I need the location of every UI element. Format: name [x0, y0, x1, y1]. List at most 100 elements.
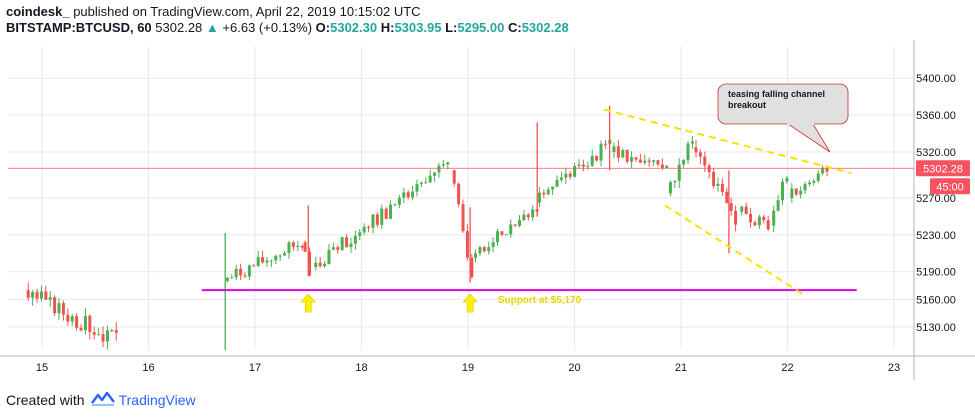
candle-body [581, 164, 585, 167]
candle-body [278, 255, 282, 257]
candle-body [105, 330, 109, 342]
candle-body [757, 216, 761, 226]
x-tick-label: 15 [36, 362, 48, 374]
candle-body [781, 181, 785, 201]
candle-body [790, 188, 794, 198]
candle-body [668, 182, 672, 194]
candle-body [66, 314, 70, 322]
low-value: 5295.00 [457, 20, 505, 35]
candle-body [318, 262, 322, 267]
candle-body [389, 204, 393, 219]
countdown-label: 45:00 [936, 181, 964, 193]
candle-body [799, 190, 803, 195]
candle-body [230, 277, 234, 279]
candle-body [546, 189, 550, 195]
candle-body [612, 146, 616, 152]
y-tick-label: 5320.00 [916, 147, 956, 159]
candle-body [776, 200, 780, 211]
candle-body [428, 175, 432, 183]
candle-body [568, 173, 572, 177]
candle-body [816, 173, 820, 181]
candle-body [287, 242, 291, 254]
chart-header: coindesk_ published on TradingView.com, … [6, 4, 966, 36]
high-label: H: [380, 20, 395, 35]
candle-body [590, 155, 594, 166]
candle-body [397, 197, 401, 205]
candle-body [252, 265, 256, 267]
y-tick-label: 5360.00 [916, 110, 956, 122]
candle-body [673, 180, 677, 183]
up-triangle-icon: ▲ [205, 20, 219, 35]
candle-body [296, 245, 300, 247]
candle-body [402, 192, 406, 198]
candle-body [239, 268, 243, 276]
candle-body [327, 249, 331, 264]
candle-body [573, 166, 577, 177]
candle-body [812, 180, 816, 183]
candle-body [500, 231, 504, 235]
publisher-name[interactable]: coindesk_ [6, 4, 70, 19]
support-label: Support at $5,170 [498, 295, 582, 306]
candle-body [616, 146, 620, 158]
close-label: C: [507, 20, 522, 35]
candle-body [336, 247, 340, 250]
candle-body [660, 164, 664, 169]
candle-body [707, 165, 711, 172]
candle-body [656, 160, 660, 165]
publish-line: coindesk_ published on TradingView.com, … [6, 4, 966, 20]
y-tick-label: 5190.00 [916, 267, 956, 279]
candle-body [686, 143, 690, 161]
candle-body [437, 165, 441, 173]
candle-body [762, 216, 766, 221]
candle-body [474, 253, 478, 258]
candle-body [225, 277, 229, 281]
candle-body [101, 334, 105, 342]
candle-body [367, 226, 371, 228]
candle-body [647, 160, 651, 162]
candle-body [274, 255, 278, 261]
callout-pointer [787, 123, 831, 153]
candle-body [340, 237, 344, 250]
candle-body [261, 257, 265, 263]
candle-body [256, 257, 260, 267]
x-tick-label: 16 [142, 362, 154, 374]
candle-body [380, 208, 384, 225]
candle-body [491, 242, 495, 248]
candle-body [634, 157, 638, 160]
candle-body [496, 231, 500, 243]
candle-body [734, 210, 738, 225]
candle-body [785, 178, 789, 182]
candle-body [690, 141, 694, 144]
candle-body [345, 237, 349, 248]
candles [26, 105, 829, 350]
callout-box [717, 83, 849, 125]
candle-body [283, 253, 287, 256]
x-tick-label: 21 [675, 362, 687, 374]
candle-body [772, 210, 776, 226]
candle-body [630, 157, 634, 162]
ohlc-line: BITSTAMP:BTCUSD, 60 5302.28 ▲ +6.63 (+0.… [6, 20, 966, 36]
candle-body [531, 209, 535, 218]
candle-body [526, 214, 530, 218]
candle-body [487, 247, 491, 252]
tradingview-brand[interactable]: TradingView [118, 391, 196, 408]
last-price-label: 5302.28 [923, 163, 963, 175]
price-chart[interactable]: Support at $5,170 teasing falling channel… [0, 40, 975, 380]
axes: 5400.00 5360.00 5320.00 5270.00 5230.00 5190.… [0, 40, 975, 380]
open-value: 5302.30 [330, 20, 378, 35]
candle-body [821, 167, 825, 174]
tradingview-logo-icon[interactable] [90, 390, 115, 409]
candle-body [31, 292, 35, 298]
candle-body [452, 170, 456, 184]
price-change: +6.63 (+0.13%) [222, 20, 313, 35]
candle-body [393, 204, 397, 206]
candle-body [825, 167, 829, 172]
candle-body [513, 224, 517, 226]
callout-join [787, 122, 814, 125]
candle-body [621, 150, 625, 158]
x-tick-label: 22 [781, 362, 793, 374]
candle-body [83, 315, 87, 331]
candle-body [61, 303, 65, 315]
x-tick-label: 17 [249, 362, 261, 374]
candle-body [48, 297, 52, 300]
